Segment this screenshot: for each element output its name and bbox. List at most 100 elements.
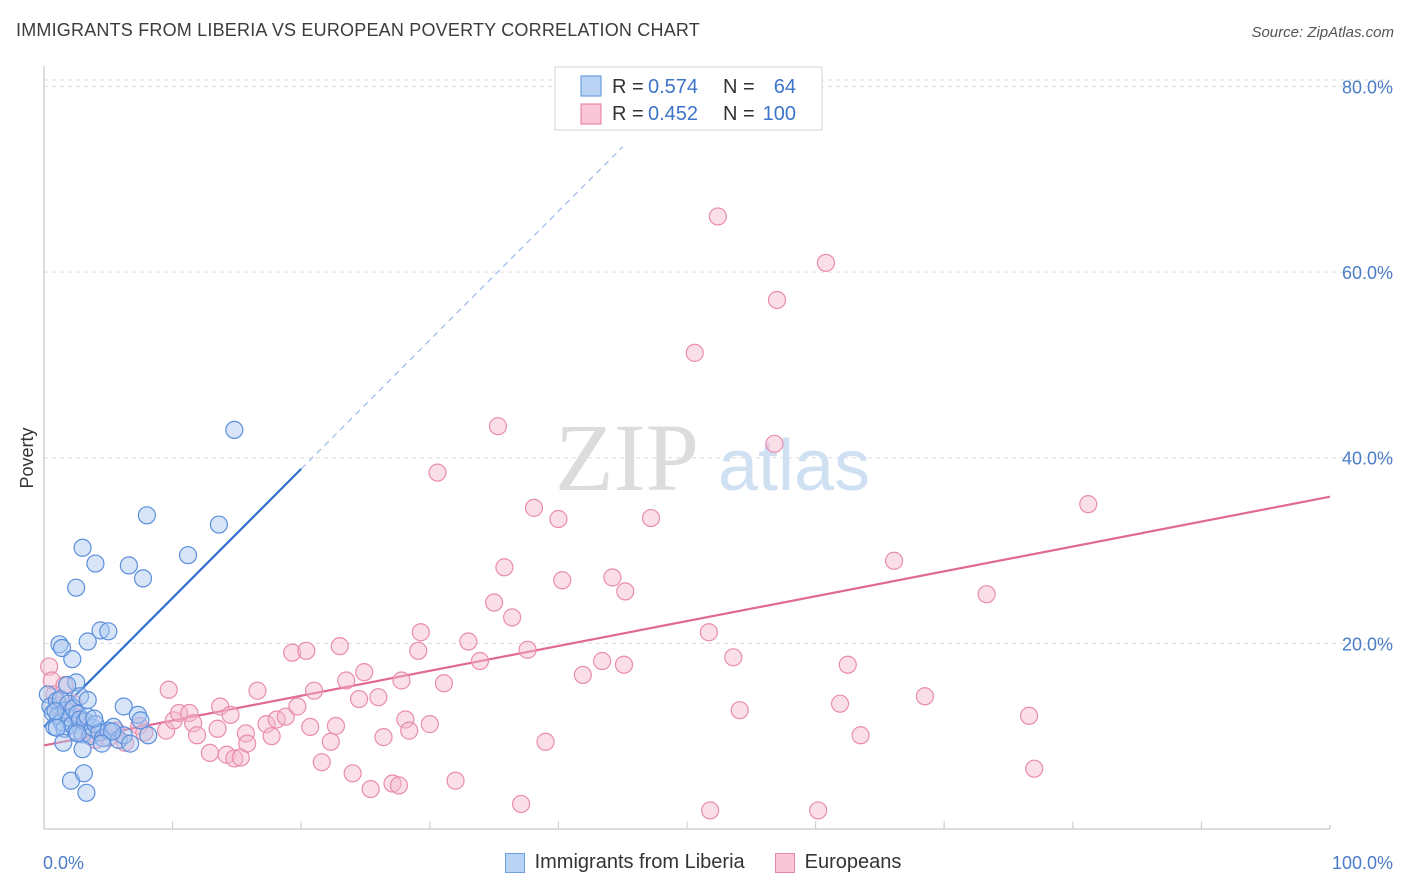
europeans-point-64 bbox=[470, 651, 490, 671]
europeans-point-57 bbox=[409, 641, 428, 660]
europeans-point-23 bbox=[208, 719, 227, 738]
legend-swatch-liberia bbox=[580, 75, 602, 97]
legend-item-liberia[interactable]: Immigrants from Liberia bbox=[504, 851, 745, 874]
europeans-point-43 bbox=[326, 716, 346, 736]
europeans-point-92 bbox=[838, 655, 857, 674]
y-tick-label-80: 80.0% bbox=[1342, 77, 1393, 97]
liberia-point-48 bbox=[209, 515, 228, 534]
liberia-point-52 bbox=[131, 711, 150, 730]
europeans-point-75 bbox=[573, 665, 592, 685]
europeans-point-67 bbox=[495, 558, 514, 577]
liberia-point-60 bbox=[92, 734, 111, 753]
europeans-point-49 bbox=[361, 779, 380, 799]
europeans-point-65 bbox=[485, 593, 504, 612]
europeans-point-44 bbox=[330, 637, 349, 656]
y-tick-label-60: 60.0% bbox=[1342, 263, 1393, 283]
europeans-point-16 bbox=[159, 680, 178, 699]
europeans-point-91 bbox=[830, 694, 850, 713]
liberia-point-29 bbox=[121, 734, 140, 753]
liberia-point-62 bbox=[85, 709, 104, 728]
legend-label-europeans: Europeans bbox=[804, 851, 902, 873]
liberia-point-44 bbox=[133, 569, 153, 588]
source-label: Source: ZipAtlas.com bbox=[1251, 24, 1394, 41]
liberia-trend-line bbox=[43, 468, 302, 728]
legend-label-liberia: Immigrants from Liberia bbox=[534, 851, 745, 873]
stats-legend: R = 0.574 N = 64 R = 0.452 N = 100 bbox=[554, 66, 823, 131]
europeans-point-90 bbox=[816, 253, 835, 272]
trend-lines bbox=[43, 146, 1331, 747]
europeans-point-56 bbox=[400, 721, 419, 740]
europeans-points bbox=[40, 207, 1098, 820]
legend-r-value-2: 0.452 bbox=[648, 103, 698, 125]
liberia-point-53 bbox=[139, 726, 158, 745]
europeans-point-36 bbox=[283, 643, 302, 662]
europeans-point-72 bbox=[536, 732, 555, 751]
europeans-point-48 bbox=[355, 663, 374, 682]
y-tick-label-40: 40.0% bbox=[1342, 449, 1393, 469]
liberia-point-41 bbox=[73, 538, 92, 557]
liberia-trend-extension bbox=[300, 146, 624, 470]
europeans-point-97 bbox=[1019, 706, 1039, 725]
europeans-point-50 bbox=[369, 688, 388, 707]
bottom-legend: Immigrants from Liberia Europeans bbox=[0, 851, 1406, 874]
legend-n-value-2: 100 bbox=[763, 103, 796, 125]
europeans-point-81 bbox=[685, 343, 704, 362]
europeans-point-77 bbox=[603, 568, 622, 587]
liberia-point-42 bbox=[86, 554, 105, 573]
europeans-point-71 bbox=[524, 498, 544, 517]
europeans-point-58 bbox=[411, 623, 430, 642]
europeans-point-35 bbox=[276, 707, 295, 726]
europeans-point-26 bbox=[221, 705, 240, 724]
europeans-point-84 bbox=[708, 207, 727, 226]
europeans-point-80 bbox=[641, 508, 661, 528]
europeans-point-66 bbox=[488, 417, 508, 436]
europeans-point-78 bbox=[614, 655, 634, 674]
europeans-point-98 bbox=[1025, 759, 1044, 778]
tick-labels: 20.0% 40.0% 60.0% 80.0% 0.0% 100.0% bbox=[43, 77, 1393, 873]
europeans-point-40 bbox=[304, 681, 324, 700]
legend-swatch-europeans bbox=[580, 103, 602, 125]
europeans-point-53 bbox=[389, 776, 409, 795]
europeans-point-21 bbox=[187, 726, 207, 745]
europeans-trend-line bbox=[43, 495, 1331, 747]
europeans-point-89 bbox=[809, 801, 828, 820]
europeans-point-55 bbox=[396, 710, 415, 729]
europeans-point-68 bbox=[503, 608, 522, 627]
liberia-point-38 bbox=[58, 676, 77, 695]
europeans-point-93 bbox=[851, 726, 870, 745]
legend-r-value-1: 0.574 bbox=[648, 76, 698, 98]
europeans-point-87 bbox=[765, 434, 784, 453]
europeans-point-18 bbox=[169, 703, 189, 723]
europeans-point-59 bbox=[420, 715, 439, 734]
europeans-point-39 bbox=[301, 717, 320, 737]
europeans-point-99 bbox=[1079, 495, 1098, 514]
liberia-point-36 bbox=[99, 622, 118, 641]
legend-n-value-1: 64 bbox=[774, 76, 796, 98]
liberia-point-31 bbox=[52, 638, 72, 658]
gridlines bbox=[44, 79, 1390, 644]
liberia-point-46 bbox=[178, 546, 198, 565]
liberia-point-49 bbox=[78, 690, 97, 710]
europeans-point-63 bbox=[459, 632, 478, 651]
watermark-zip: ZIP bbox=[555, 404, 699, 511]
europeans-point-85 bbox=[724, 648, 743, 667]
europeans-point-86 bbox=[730, 701, 749, 720]
europeans-point-95 bbox=[915, 687, 935, 706]
legend-item-europeans[interactable]: Europeans bbox=[774, 851, 902, 874]
europeans-point-52 bbox=[383, 774, 402, 793]
europeans-point-33 bbox=[262, 727, 281, 746]
liberia-point-34 bbox=[78, 632, 97, 651]
europeans-point-70 bbox=[518, 640, 537, 659]
europeans-point-96 bbox=[977, 585, 996, 604]
liberia-point-58 bbox=[77, 783, 96, 802]
y-tick-label-20: 20.0% bbox=[1342, 634, 1393, 654]
watermark: ZIP atlas bbox=[555, 404, 870, 511]
liberia-point-32 bbox=[63, 650, 82, 669]
liberia-point-47 bbox=[225, 420, 244, 440]
liberia-swatch-icon bbox=[504, 852, 525, 873]
europeans-swatch-icon bbox=[774, 852, 795, 873]
europeans-point-82 bbox=[699, 623, 718, 642]
legend-n-label-1: N = bbox=[723, 76, 755, 98]
europeans-point-32 bbox=[257, 715, 276, 734]
